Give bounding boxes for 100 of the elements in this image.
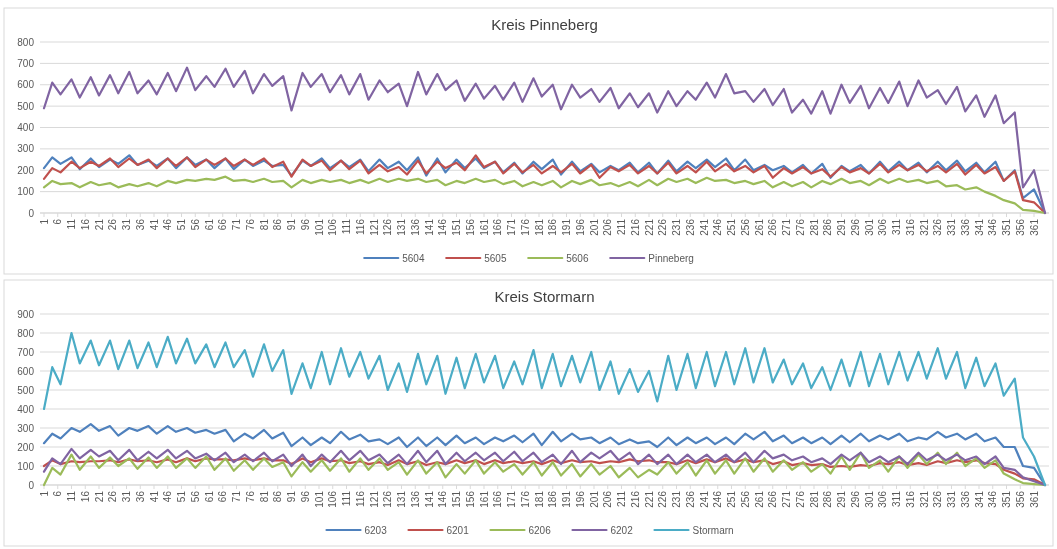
- x-tick-label: 96: [299, 218, 311, 231]
- x-tick-label: 246: [712, 218, 724, 236]
- x-tick-label: 271: [781, 218, 792, 236]
- x-tick-label: 66: [217, 218, 229, 231]
- x-tick-label: 236: [684, 490, 696, 508]
- x-tick-label: 346: [987, 218, 999, 236]
- x-tick-label: 361: [1028, 218, 1040, 236]
- legend-label: Stormarn: [692, 524, 734, 536]
- y-tick-label: 500: [17, 384, 35, 396]
- x-tick-label: 356: [1014, 218, 1026, 236]
- x-tick-label: 331: [946, 218, 957, 236]
- legend-label: 6201: [446, 524, 470, 536]
- x-tick-label: 51: [176, 218, 187, 231]
- x-tick-label: 216: [629, 490, 641, 508]
- x-tick-label: 91: [286, 490, 297, 503]
- x-tick-label: 301: [863, 490, 875, 508]
- x-tick-label: 156: [464, 490, 476, 508]
- x-tick-label: 151: [451, 218, 462, 236]
- x-tick-label: 136: [409, 490, 421, 508]
- x-tick-label: 26: [107, 490, 119, 503]
- x-tick-label: 6: [52, 490, 64, 497]
- y-tick-label: 400: [17, 403, 35, 415]
- x-tick-label: 211: [616, 218, 627, 235]
- x-tick-label: 201: [588, 490, 600, 508]
- x-tick-label: 231: [671, 490, 682, 508]
- y-tick-label: 500: [17, 100, 35, 112]
- x-tick-label: 61: [203, 218, 215, 231]
- x-tick-label: 126: [382, 490, 394, 508]
- x-tick-label: 56: [189, 218, 201, 231]
- chart-title: Kreis Stormarn: [494, 288, 595, 305]
- x-tick-label: 316: [904, 490, 916, 508]
- x-tick-label: 336: [959, 218, 971, 236]
- x-tick-label: 71: [231, 490, 242, 503]
- x-tick-label: 341: [973, 218, 985, 236]
- x-tick-label: 31: [121, 218, 132, 231]
- x-tick-label: 171: [506, 490, 517, 508]
- y-tick-label: 300: [17, 143, 35, 155]
- x-tick-label: 161: [478, 490, 490, 508]
- x-tick-label: 196: [574, 490, 586, 508]
- y-tick-label: 800: [17, 327, 35, 339]
- x-tick-label: 326: [932, 218, 944, 236]
- x-tick-label: 256: [739, 218, 751, 236]
- x-tick-label: 316: [904, 218, 916, 236]
- line-series: [42, 175, 1047, 215]
- y-tick-label: 800: [17, 36, 35, 48]
- x-tick-label: 191: [561, 218, 572, 236]
- x-tick-label: 46: [162, 218, 174, 231]
- legend-label: 5605: [484, 252, 507, 264]
- x-tick-label: 256: [739, 490, 751, 508]
- x-tick-label: 141: [423, 218, 435, 236]
- x-tick-label: 106: [327, 218, 339, 236]
- x-tick-label: 56: [189, 490, 201, 503]
- x-tick-label: 171: [506, 218, 517, 236]
- x-tick-label: 1: [38, 218, 50, 225]
- x-tick-label: 186: [547, 490, 559, 508]
- x-tick-label: 226: [657, 218, 669, 236]
- x-tick-label: 46: [162, 490, 174, 503]
- x-tick-label: 346: [987, 490, 999, 508]
- y-tick-label: 0: [28, 207, 35, 219]
- x-tick-label: 201: [588, 218, 600, 236]
- x-tick-label: 41: [148, 218, 160, 231]
- x-tick-label: 251: [726, 490, 737, 508]
- x-tick-label: 166: [492, 218, 504, 236]
- x-tick-label: 341: [973, 490, 985, 508]
- x-tick-label: 181: [533, 218, 545, 236]
- y-tick-label: 700: [17, 346, 35, 358]
- line-series: [42, 331, 1047, 487]
- x-tick-label: 91: [286, 218, 297, 231]
- x-tick-label: 356: [1014, 490, 1026, 508]
- y-tick-label: 200: [17, 164, 35, 176]
- x-tick-label: 241: [698, 218, 710, 236]
- x-tick-label: 296: [849, 490, 861, 508]
- y-tick-label: 600: [17, 365, 35, 377]
- x-tick-label: 31: [121, 490, 132, 503]
- x-tick-label: 361: [1028, 490, 1040, 508]
- x-tick-label: 216: [629, 218, 641, 236]
- x-tick-label: 351: [1001, 490, 1012, 508]
- x-tick-label: 131: [396, 218, 407, 236]
- x-tick-label: 241: [698, 490, 710, 508]
- x-tick-label: 281: [808, 218, 820, 236]
- x-tick-label: 106: [327, 490, 339, 508]
- x-tick-label: 196: [574, 218, 586, 236]
- x-tick-label: 181: [533, 490, 545, 508]
- x-tick-label: 6: [52, 218, 64, 225]
- x-tick-label: 191: [561, 490, 572, 508]
- x-tick-label: 16: [79, 218, 91, 231]
- x-tick-label: 336: [959, 490, 971, 508]
- x-tick-label: 226: [657, 490, 669, 508]
- x-tick-label: 81: [258, 218, 270, 231]
- x-tick-label: 261: [753, 218, 765, 236]
- y-tick-label: 0: [28, 479, 35, 491]
- x-tick-label: 26: [107, 218, 119, 231]
- x-tick-label: 276: [794, 218, 806, 236]
- x-tick-label: 151: [451, 490, 462, 508]
- x-tick-label: 76: [244, 218, 256, 231]
- x-tick-label: 136: [409, 218, 421, 236]
- x-tick-label: 16: [79, 490, 91, 503]
- legend-label: 6203: [364, 524, 388, 536]
- y-tick-label: 200: [17, 441, 35, 453]
- x-tick-label: 11: [66, 490, 77, 502]
